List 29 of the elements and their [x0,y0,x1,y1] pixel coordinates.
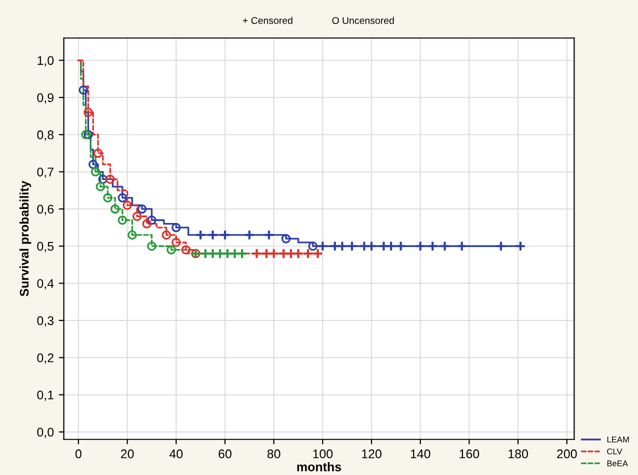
x-tick-label: 80 [267,449,280,458]
y-tick-label: 0,2 [37,353,54,364]
y-tick-label: 0,1 [37,390,54,401]
x-tick-label: 160 [460,449,480,458]
x-tick-label: 180 [508,449,528,458]
y-tick-label: 0,8 [37,130,54,141]
y-tick-label: 0,3 [37,316,54,327]
y-axis-title: Survival probability [19,180,32,296]
x-tick-label: 40 [169,449,183,458]
y-tick-label: 0,4 [37,279,54,290]
text: O Uncensored [332,16,394,24]
x-axis-title: months [297,462,342,472]
y-tick-label: 0,9 [37,93,54,104]
text: + Censored [242,16,292,24]
legend-label: CLV [607,448,622,454]
legend-label: LEAM [607,436,629,442]
x-tick-label: 100 [313,449,333,458]
x-tick-label: 120 [362,449,382,458]
y-tick-label: 1,0 [38,56,54,66]
x-tick-label: 20 [120,449,134,458]
x-tick-label: 200 [557,449,577,458]
legend-label: BeEA [607,460,628,466]
y-tick-label: 0,5 [37,242,54,252]
x-tick-label: 0 [75,449,82,458]
x-tick-label: 140 [410,449,430,458]
y-tick-label: 0,0 [37,428,54,438]
x-tick-label: 60 [218,449,232,458]
y-tick-label: 0,6 [37,204,54,216]
y-tick-label: 0,7 [37,168,54,178]
